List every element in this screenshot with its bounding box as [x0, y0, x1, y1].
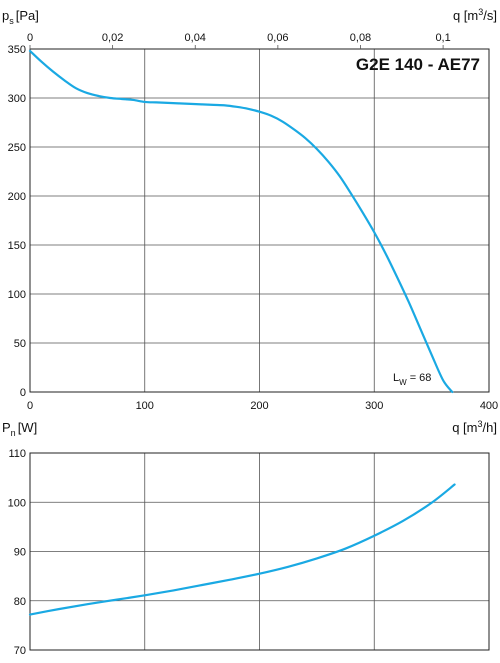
pressure-y-tick-label: 100: [8, 289, 26, 301]
pressure-chart: 0 50 100 150 200 250 300 350 0 100 200 300 400 0 0,0…: [2, 7, 498, 435]
pressure-y-tick-labels: 0 50 100 150 200 250 300 350: [8, 44, 26, 399]
flow-x-tick-label: 300: [365, 400, 383, 412]
power-grid: [30, 452, 489, 651]
pressure-plot-frame: [29, 48, 490, 393]
pressure-y-tick-label: 250: [8, 142, 26, 154]
power-y-axis-label: Pn [W]: [2, 420, 37, 438]
sound-power-annotation: LW = 68: [393, 372, 431, 387]
pressure-y-tick-label: 0: [20, 387, 26, 399]
pressure-y-tick-label: 300: [8, 93, 26, 105]
flow-secondary-x-tick-label: 0,1: [435, 32, 450, 44]
flow-secondary-x-tick-label: 0: [27, 32, 33, 44]
power-y-tick-label: 100: [8, 497, 26, 509]
flow-secondary-x-tick-label: 0,04: [185, 32, 206, 44]
power-y-tick-labels: 70 80 90 100 110: [8, 448, 26, 657]
flow-x-tick-label: 0: [27, 400, 33, 412]
flow-x-tick-label: 100: [136, 400, 154, 412]
power-y-tick-label: 90: [14, 547, 26, 559]
power-y-tick-label: 80: [14, 596, 26, 608]
power-y-tick-label: 70: [14, 645, 26, 657]
pressure-grid: [29, 48, 490, 393]
flow-x-axis-label: q [m3/h]: [452, 419, 497, 435]
flow-x-tick-label: 200: [250, 400, 268, 412]
pressure-y-tick-label: 150: [8, 240, 26, 252]
pressure-y-tick-label: 50: [14, 338, 26, 350]
pressure-y-axis-label: ps [Pa]: [2, 8, 39, 26]
pressure-y-tick-label: 350: [8, 44, 26, 56]
pressure-series-line: [28, 49, 454, 394]
pressure-y-tick-label: 200: [8, 191, 26, 203]
power-chart: 70 80 90 100 110 Pn [W]: [2, 420, 490, 657]
flow-secondary-x-tick-label: 0,06: [267, 32, 288, 44]
power-series-line: [28, 483, 456, 616]
flow-secondary-x-tick-label: 0,08: [350, 32, 371, 44]
flow-x-tick-label: 400: [480, 400, 498, 412]
power-y-tick-label: 110: [8, 448, 26, 460]
chart-title: G2E 140 - AE77: [356, 55, 480, 74]
flow-secondary-x-axis-label: q [m3/s]: [453, 7, 497, 23]
flow-secondary-x-tick-labels: 0 0,02 0,04 0,06 0,08 0,1: [27, 32, 451, 49]
flow-x-tick-labels: 0 100 200 300 400: [27, 400, 498, 412]
power-plot-frame: [29, 452, 490, 651]
flow-secondary-x-tick-label: 0,02: [102, 32, 123, 44]
